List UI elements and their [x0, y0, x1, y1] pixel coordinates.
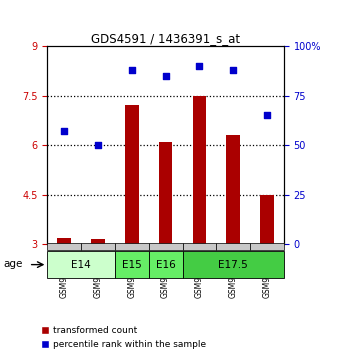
- FancyBboxPatch shape: [115, 251, 149, 278]
- Point: [95, 142, 101, 148]
- Point: [129, 67, 135, 73]
- Text: E15: E15: [122, 259, 142, 270]
- Bar: [57, 238, 71, 244]
- FancyBboxPatch shape: [183, 243, 216, 250]
- FancyBboxPatch shape: [47, 243, 81, 250]
- Text: E14: E14: [71, 259, 91, 270]
- Point: [62, 129, 67, 134]
- FancyBboxPatch shape: [183, 251, 284, 278]
- Bar: [193, 96, 206, 244]
- FancyBboxPatch shape: [250, 243, 284, 250]
- Legend: transformed count, percentile rank within the sample: transformed count, percentile rank withi…: [42, 326, 206, 349]
- Point: [197, 63, 202, 69]
- FancyBboxPatch shape: [81, 243, 115, 250]
- Bar: [159, 142, 172, 244]
- Text: E16: E16: [156, 259, 175, 270]
- FancyBboxPatch shape: [149, 243, 183, 250]
- FancyBboxPatch shape: [216, 243, 250, 250]
- Bar: [91, 239, 105, 244]
- Text: age: age: [3, 259, 23, 269]
- Bar: [260, 195, 274, 244]
- Point: [163, 73, 168, 79]
- FancyBboxPatch shape: [149, 251, 183, 278]
- Bar: [226, 135, 240, 244]
- Point: [264, 113, 270, 118]
- FancyBboxPatch shape: [47, 251, 115, 278]
- FancyBboxPatch shape: [115, 243, 149, 250]
- Title: GDS4591 / 1436391_s_at: GDS4591 / 1436391_s_at: [91, 32, 240, 45]
- Text: E17.5: E17.5: [218, 259, 248, 270]
- Bar: [125, 105, 139, 244]
- Point: [231, 67, 236, 73]
